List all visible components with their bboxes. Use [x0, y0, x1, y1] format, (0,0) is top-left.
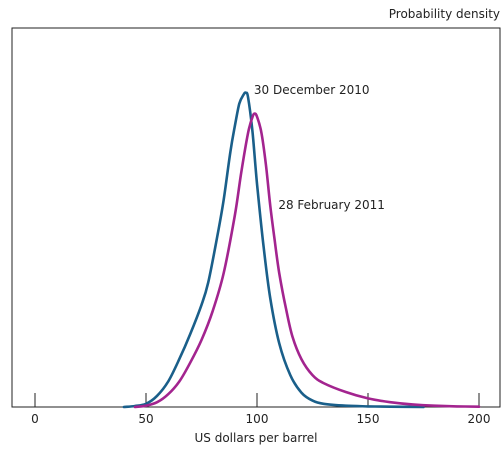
- x-axis-tick-labels: 0 50 100 150 200: [31, 412, 490, 426]
- plot-frame: [11, 27, 501, 408]
- x-axis-label: US dollars per barrel: [194, 431, 318, 445]
- y-axis-label: Probability density: [388, 7, 500, 21]
- x-tick-label-100: 100: [246, 412, 269, 426]
- x-tick-label-150: 150: [357, 412, 380, 426]
- series-annotation-2: 28 February 2011: [278, 198, 385, 212]
- x-tick-label-0: 0: [31, 412, 39, 426]
- series-layer: [122, 91, 481, 409]
- series-annotation-1: 30 December 2010: [254, 83, 370, 97]
- series-line-2: [133, 112, 481, 409]
- annotation-layer: 30 December 2010 28 February 2011: [254, 83, 385, 212]
- x-axis-ticks: [34, 393, 480, 407]
- x-axis-label-wrap: US dollars per barrel: [0, 431, 502, 445]
- x-tick-label-200: 200: [468, 412, 491, 426]
- x-tick-label-50: 50: [138, 412, 153, 426]
- series-line-1: [122, 91, 425, 409]
